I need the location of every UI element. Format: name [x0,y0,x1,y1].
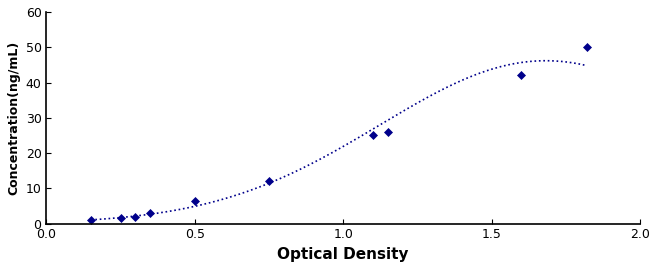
Y-axis label: Concentration(ng/mL): Concentration(ng/mL) [7,41,20,195]
X-axis label: Optical Density: Optical Density [277,247,409,262]
